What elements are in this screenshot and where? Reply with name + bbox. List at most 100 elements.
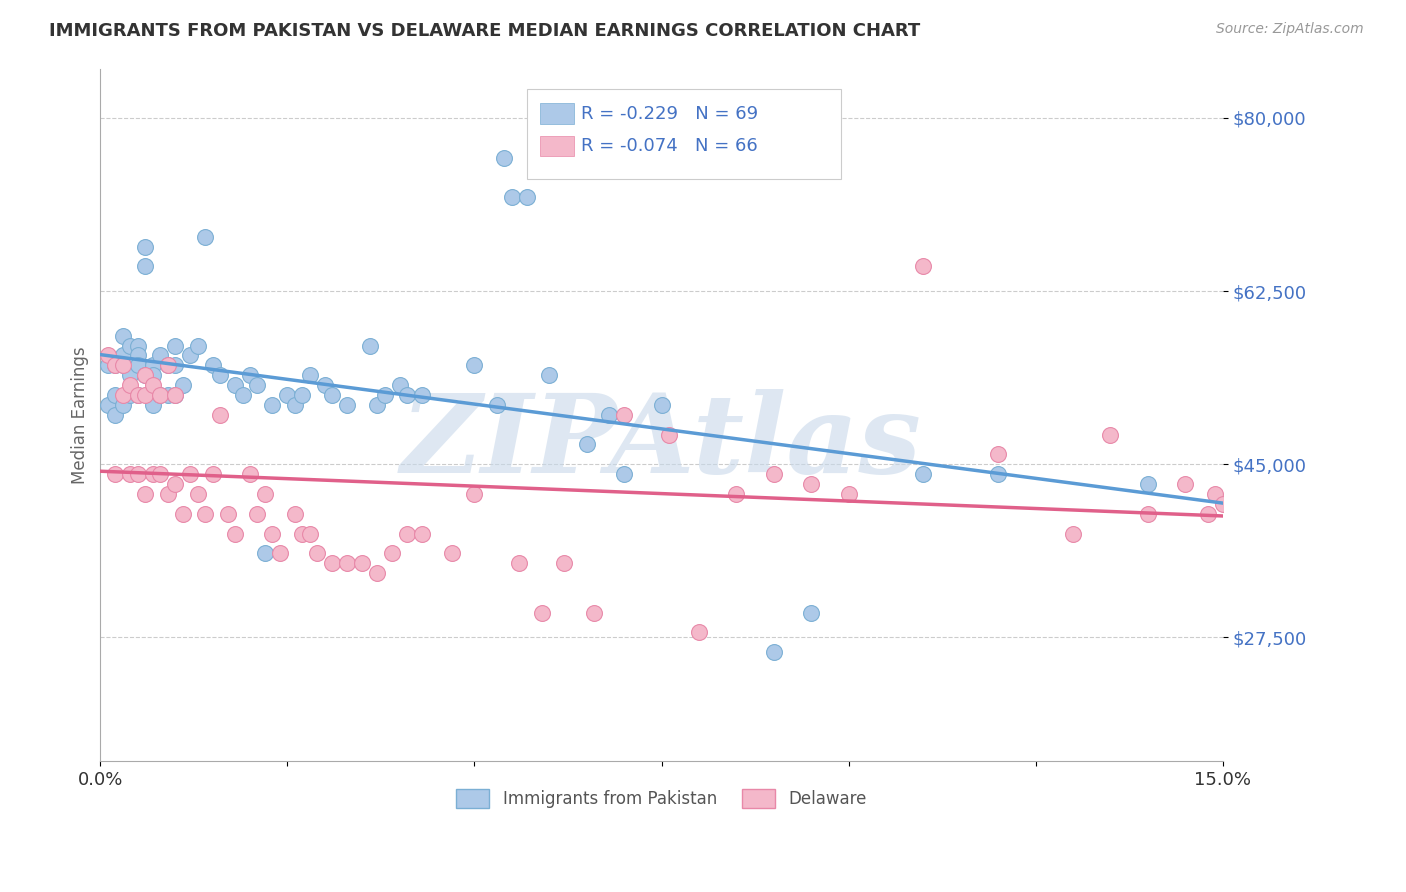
Point: [142, 368, 165, 383]
Point: [440, 546, 463, 560]
Point: [307, 546, 329, 560]
Point: [838, 487, 860, 501]
Point: [291, 526, 314, 541]
Point: [583, 606, 606, 620]
Point: [800, 606, 823, 620]
Point: [187, 487, 209, 501]
Point: [284, 507, 307, 521]
Point: [134, 239, 156, 253]
Point: [987, 447, 1010, 461]
Point: [800, 477, 823, 491]
Point: [165, 359, 187, 373]
Text: Source: ZipAtlas.com: Source: ZipAtlas.com: [1216, 22, 1364, 37]
Point: [165, 477, 187, 491]
Point: [381, 546, 404, 560]
Point: [97, 398, 120, 412]
Point: [463, 487, 485, 501]
Point: [411, 526, 433, 541]
Point: [314, 378, 336, 392]
Point: [127, 348, 149, 362]
Point: [120, 338, 142, 352]
Point: [463, 359, 485, 373]
Point: [187, 338, 209, 352]
Point: [97, 359, 120, 373]
Point: [298, 368, 321, 383]
Point: [508, 556, 530, 570]
Point: [142, 467, 165, 482]
Point: [516, 190, 538, 204]
Point: [253, 546, 276, 560]
Point: [374, 388, 396, 402]
FancyBboxPatch shape: [527, 89, 841, 179]
Point: [142, 378, 165, 392]
Point: [276, 388, 298, 402]
Point: [127, 359, 149, 373]
Point: [111, 398, 134, 412]
Point: [134, 487, 156, 501]
Point: [104, 359, 127, 373]
Point: [762, 467, 785, 482]
Point: [156, 359, 179, 373]
Text: IMMIGRANTS FROM PAKISTAN VS DELAWARE MEDIAN EARNINGS CORRELATION CHART: IMMIGRANTS FROM PAKISTAN VS DELAWARE MED…: [49, 22, 921, 40]
Point: [1136, 507, 1159, 521]
Point: [1174, 477, 1197, 491]
Point: [262, 526, 284, 541]
Point: [246, 378, 269, 392]
Point: [239, 467, 262, 482]
Point: [1197, 507, 1219, 521]
Point: [658, 427, 681, 442]
Point: [217, 507, 239, 521]
Point: [494, 151, 516, 165]
Point: [104, 467, 127, 482]
Point: [530, 606, 553, 620]
Point: [127, 338, 149, 352]
Point: [149, 388, 172, 402]
Text: ZIPAtlas: ZIPAtlas: [401, 389, 922, 496]
Point: [120, 368, 142, 383]
Point: [104, 359, 127, 373]
Point: [246, 507, 269, 521]
Point: [321, 556, 343, 570]
Point: [104, 388, 127, 402]
Point: [134, 388, 156, 402]
Point: [613, 467, 636, 482]
Point: [134, 368, 156, 383]
Point: [262, 398, 284, 412]
Point: [336, 556, 359, 570]
Point: [224, 526, 246, 541]
Point: [269, 546, 291, 560]
Point: [912, 260, 935, 274]
Point: [111, 328, 134, 343]
Point: [127, 467, 149, 482]
Point: [291, 388, 314, 402]
Point: [231, 388, 253, 402]
Point: [366, 566, 388, 580]
Point: [111, 359, 134, 373]
Point: [1062, 526, 1084, 541]
Point: [194, 507, 217, 521]
Point: [501, 190, 523, 204]
Point: [725, 487, 748, 501]
Point: [134, 260, 156, 274]
Point: [120, 388, 142, 402]
Point: [156, 359, 179, 373]
Point: [127, 388, 149, 402]
Point: [172, 507, 194, 521]
Point: [97, 348, 120, 362]
Point: [411, 388, 433, 402]
Point: [284, 398, 307, 412]
Point: [156, 388, 179, 402]
Point: [553, 556, 575, 570]
Point: [127, 388, 149, 402]
Point: [104, 408, 127, 422]
Point: [1099, 427, 1122, 442]
Point: [336, 398, 359, 412]
Point: [352, 556, 374, 570]
Point: [650, 398, 672, 412]
Point: [165, 388, 187, 402]
Point: [111, 348, 134, 362]
Point: [224, 378, 246, 392]
Point: [1136, 477, 1159, 491]
Point: [321, 388, 343, 402]
Point: [149, 348, 172, 362]
